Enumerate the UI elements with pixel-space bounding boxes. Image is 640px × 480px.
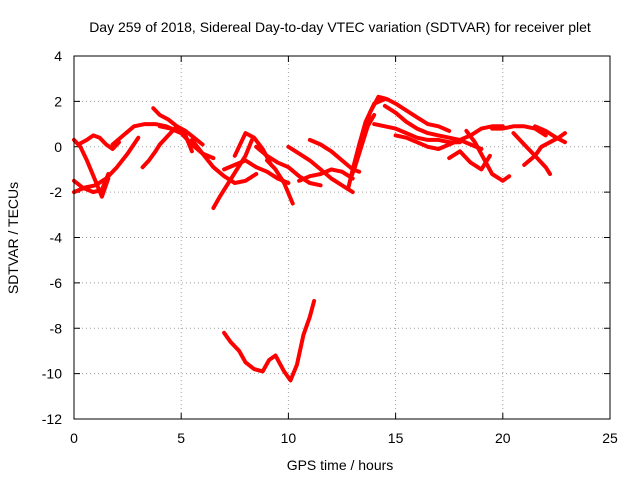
series-track-10 <box>211 137 254 210</box>
x-tick-label: 10 <box>281 430 297 446</box>
series-track-25 <box>464 128 512 183</box>
y-tick-label: 0 <box>54 139 62 155</box>
series-track-03 <box>72 172 111 195</box>
series-track-26 <box>490 124 548 138</box>
series-track-15 <box>286 144 355 195</box>
x-axis-label: GPS time / hours <box>287 457 394 473</box>
x-tick-label: 0 <box>70 430 78 446</box>
series-track-28 <box>522 131 567 167</box>
y-tick-label: -8 <box>50 320 63 336</box>
grid-layer <box>74 56 610 419</box>
series-track-13 <box>254 144 323 188</box>
x-tick-label: 15 <box>388 430 404 446</box>
series-track-23 <box>393 124 505 151</box>
y-tick-label: -2 <box>50 184 63 200</box>
series-track-06 <box>140 124 205 170</box>
x-tick-label: 25 <box>602 430 618 446</box>
series-layer <box>72 94 567 383</box>
series-track-14 <box>265 158 295 206</box>
y-tick-label: 2 <box>54 93 62 109</box>
y-tick-label: 4 <box>54 48 62 64</box>
series-track-17 <box>297 167 355 183</box>
series-track-09 <box>189 137 259 185</box>
y-tick-label: -10 <box>42 366 62 382</box>
x-tick-label: 5 <box>177 430 185 446</box>
y-tick-label: -6 <box>50 275 63 291</box>
chart-title: Day 259 of 2018, Sidereal Day-to-day VTE… <box>89 19 591 35</box>
plot-frame <box>73 55 611 420</box>
x-tick-label: 20 <box>495 430 511 446</box>
series-track-27 <box>511 131 552 176</box>
series-track-20 <box>355 94 452 161</box>
series-track-12 <box>222 158 291 185</box>
series-track-29 <box>533 124 567 145</box>
y-tick-label: -12 <box>42 411 62 427</box>
y-axis-label: SDTVAR / TECUs <box>5 182 21 294</box>
y-tick-label: -4 <box>50 230 63 246</box>
series-track-30 <box>222 299 317 383</box>
series-track-22 <box>372 122 462 145</box>
series-track-04 <box>76 133 121 151</box>
series-track-24 <box>447 149 492 172</box>
series-track-21 <box>382 103 484 151</box>
